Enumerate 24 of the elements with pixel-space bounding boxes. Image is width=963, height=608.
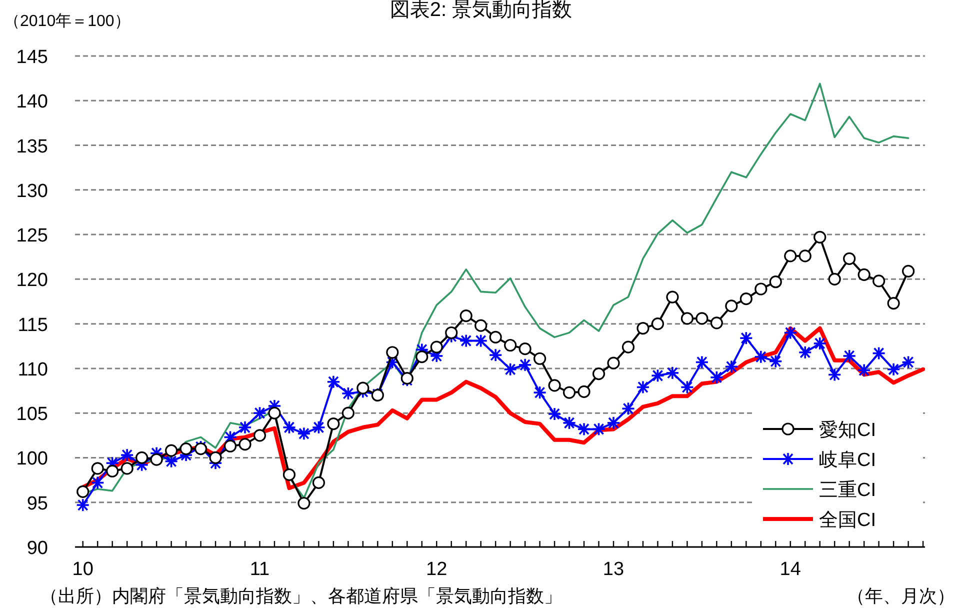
y-tick-label: 105 xyxy=(16,404,48,426)
y-tick-label: 125 xyxy=(16,226,48,247)
y-tick-label: 130 xyxy=(16,180,48,202)
y-axis-title: （2010年＝100） xyxy=(4,13,130,30)
y-tick-label: 100 xyxy=(16,448,48,470)
y-tick-label: 145 xyxy=(16,47,48,68)
y-tick-label: 140 xyxy=(16,92,48,113)
x-tick-label: 10 xyxy=(72,559,94,580)
x-tick-label: 12 xyxy=(426,559,448,580)
legend-label: 全国CI xyxy=(819,510,876,531)
x-axis-title: （年、月次） xyxy=(847,586,955,606)
y-tick-label: 115 xyxy=(18,314,48,336)
legend-label: 岐阜CI xyxy=(819,450,876,471)
x-tick-label: 13 xyxy=(602,559,624,580)
text: （出所）内閣府「景気動向指数」、各都道府県「景気動向指数」 xyxy=(40,586,562,606)
y-tick-label: 110 xyxy=(18,359,48,380)
y-tick-label: 90 xyxy=(26,538,48,559)
legend-label: 三重CI xyxy=(819,480,876,501)
y-tick-label: 95 xyxy=(26,493,48,514)
legend-label: 愛知CI xyxy=(819,420,876,441)
y-tick-label: 120 xyxy=(16,270,48,292)
x-tick-label: 11 xyxy=(250,559,270,580)
y-tick-label: 135 xyxy=(16,136,48,158)
x-tick-label: 14 xyxy=(780,559,802,580)
